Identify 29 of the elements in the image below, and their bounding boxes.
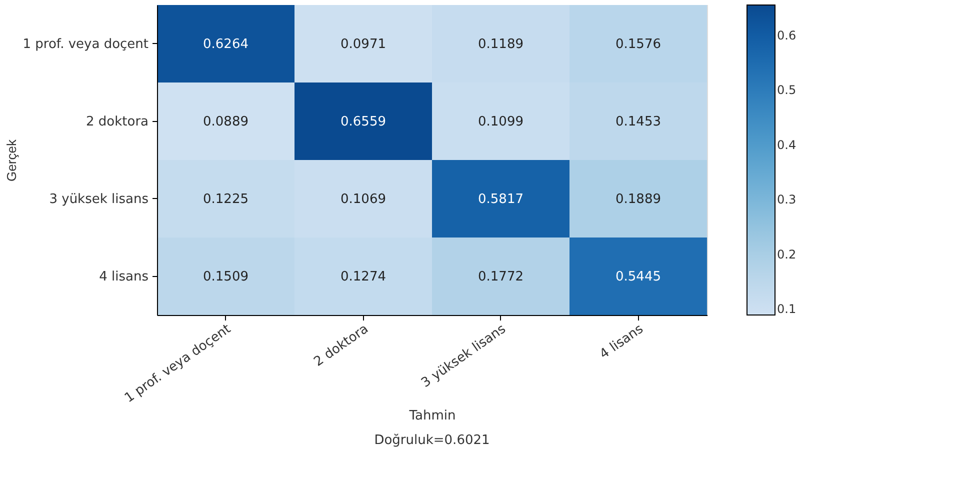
- data-label: 0.1889: [616, 192, 661, 207]
- data-label: 0.6559: [340, 114, 386, 130]
- data-label: 0.0889: [203, 114, 248, 130]
- data-label: 0.5445: [616, 269, 661, 284]
- data-label: 0.1099: [478, 114, 524, 130]
- text: Doğruluk=0.6021: [374, 432, 490, 448]
- color-bar-label: 0.5: [777, 83, 796, 98]
- color-bar-label: 0.4: [777, 138, 796, 152]
- color-bar-label: 0.1: [777, 302, 796, 316]
- data-label: 0.1509: [203, 269, 248, 284]
- data-label: 0.1069: [340, 192, 386, 207]
- data-label: 0.1225: [203, 192, 248, 207]
- color-bar-label: 0.3: [777, 192, 796, 207]
- data-label: 0.1453: [616, 114, 661, 130]
- color-bar-label: 0.2: [777, 247, 796, 262]
- data-label: 0.1576: [616, 36, 661, 52]
- y-tick-label: 4 lisans: [99, 269, 149, 284]
- data-label: 0.1189: [478, 36, 524, 52]
- color-bar-label: 0.6: [777, 28, 796, 43]
- y-tick-label: 1 prof. veya doçent: [22, 36, 148, 52]
- y-axis-title: Gerçek: [4, 139, 19, 182]
- data-label: 0.0971: [340, 36, 386, 52]
- data-label: 0.1274: [340, 269, 386, 284]
- data-label: 0.6264: [203, 36, 248, 52]
- data-label: 0.5817: [478, 192, 524, 207]
- y-tick-label: 3 yüksek lisans: [49, 192, 149, 207]
- x-axis-title: Tahmin: [408, 408, 456, 424]
- data-label: 0.1772: [478, 269, 524, 284]
- y-tick-label: 2 doktora: [86, 114, 148, 130]
